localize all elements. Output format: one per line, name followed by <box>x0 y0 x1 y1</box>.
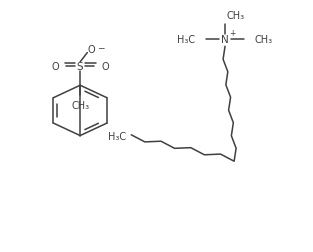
Text: H₃C: H₃C <box>108 132 126 141</box>
Text: N: N <box>221 35 229 45</box>
Text: CH₃: CH₃ <box>71 100 89 110</box>
Text: CH₃: CH₃ <box>227 11 245 21</box>
Text: O: O <box>87 45 95 54</box>
Text: −: − <box>97 43 104 52</box>
Text: O: O <box>51 62 59 72</box>
Text: CH₃: CH₃ <box>255 35 273 45</box>
Text: H₃C: H₃C <box>177 35 195 45</box>
Text: S: S <box>77 62 84 72</box>
Text: +: + <box>229 29 235 38</box>
Text: O: O <box>101 62 109 72</box>
